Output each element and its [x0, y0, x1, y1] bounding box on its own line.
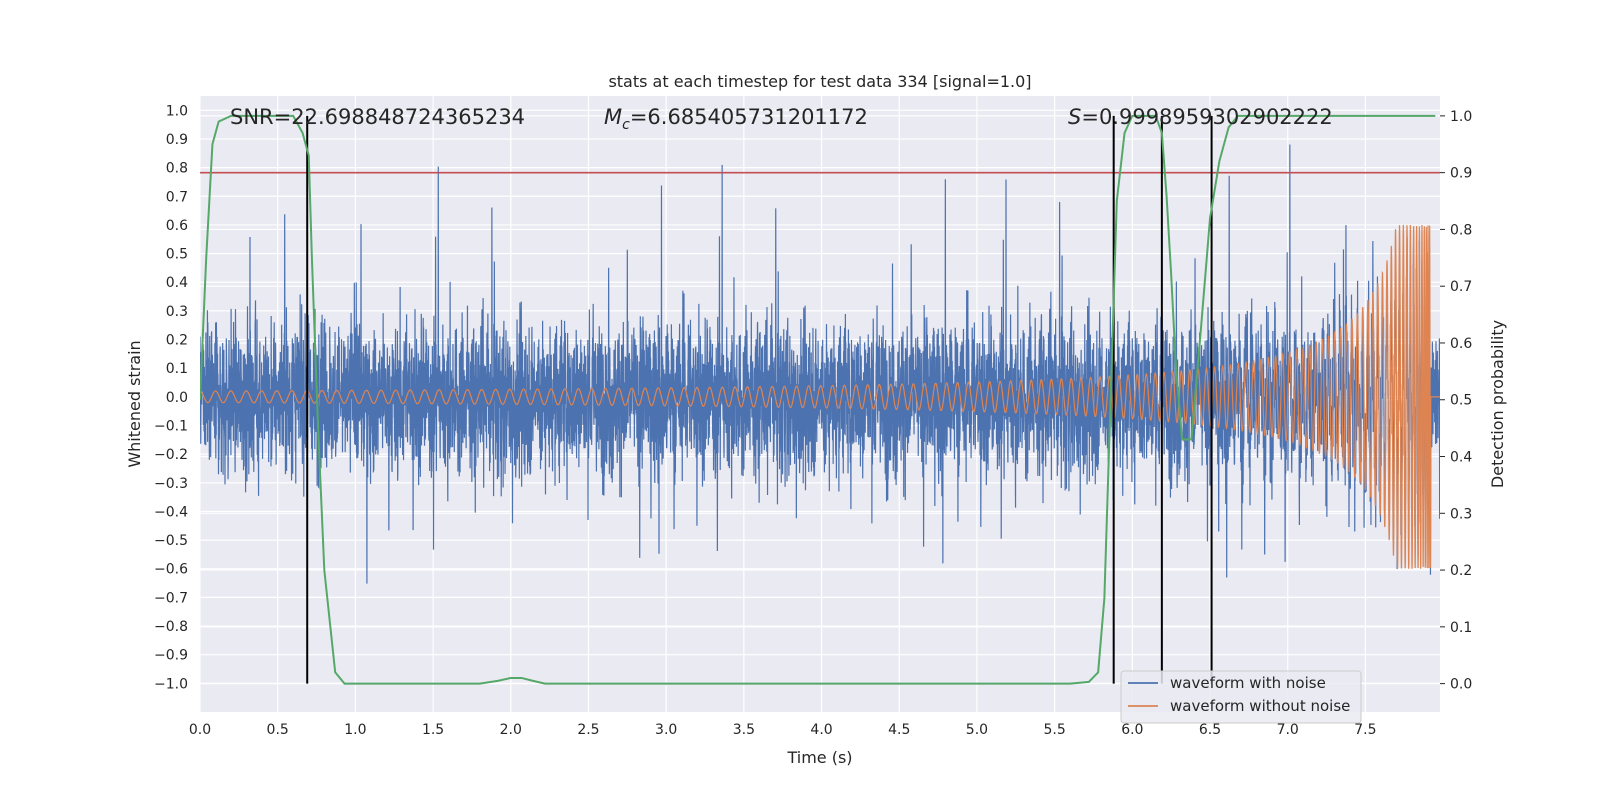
chirp-mass-value: =6.685405731201172: [630, 105, 868, 129]
x-axis-label: Time (s): [786, 748, 852, 767]
chirp-mass-symbol: M: [604, 105, 622, 129]
y-tick-label: 0.6: [166, 218, 188, 234]
y2-tick-label: 0.9: [1450, 166, 1472, 182]
y2-tick-label: 0.8: [1450, 222, 1472, 238]
series-waveform-without-noise: [200, 224, 1440, 569]
y2-tick-label: 1.0: [1450, 109, 1472, 125]
y-axis-label: Whitened strain: [125, 340, 144, 467]
y-tick-label: −0.4: [154, 504, 188, 520]
y-tick-label: 0.3: [166, 304, 188, 320]
x-tick-label: 2.0: [500, 722, 522, 738]
y-tick-label: 0.5: [166, 247, 188, 263]
x-tick-label: 6.5: [1199, 722, 1221, 738]
y-tick-label: 0.1: [166, 361, 188, 377]
x-tick-label: 5.5: [1044, 722, 1066, 738]
y2-tick-label: 0.2: [1450, 563, 1472, 579]
x-tick-labels: 0.0 0.5 1.0 1.5 2.0 2.5 3.0 3.5 4.0 4.5 5.0 5.5 6.0 6…: [189, 722, 1377, 738]
y-tick-label: −0.2: [154, 447, 188, 463]
y-tick-label: 1.0: [166, 103, 188, 119]
series-detection-probability: [200, 114, 1436, 685]
x-tick-label: 1.5: [422, 722, 444, 738]
x-tick-label: 7.5: [1354, 722, 1376, 738]
legend-label-noise: waveform with noise: [1170, 674, 1326, 692]
y-tick-label: −1.0: [154, 676, 188, 692]
y-tick-label: −0.3: [154, 476, 188, 492]
plot-content: [200, 114, 1440, 685]
y-tick-label: −0.6: [154, 562, 188, 578]
y-tick-label: −0.7: [154, 590, 188, 606]
x-tick-label: 5.0: [966, 722, 988, 738]
x-tick-label: 3.0: [655, 722, 677, 738]
y2-tick-label: 0.3: [1450, 506, 1472, 522]
y-tick-label: 0.2: [166, 333, 188, 349]
legend-label-clean: waveform without noise: [1170, 697, 1350, 715]
y-tick-label: −0.9: [154, 648, 188, 664]
y-tick-label: 0.0: [166, 390, 188, 406]
y2-tick-label: 0.1: [1450, 620, 1472, 636]
legend: waveform with noise waveform without noi…: [1120, 670, 1362, 724]
y-tick-labels: 1.0 0.9 0.8 0.7 0.6 0.5 0.4 0.3 0.2 0.1 0.0 −0.1 −0.…: [154, 103, 188, 692]
y2-tick-label: 0.7: [1450, 279, 1472, 295]
snr-annotation: SNR=22.698848724365234: [230, 105, 525, 129]
chirp-mass-annotation: Mc=6.685405731201172: [604, 105, 868, 133]
x-tick-label: 0.0: [189, 722, 211, 738]
x-tick-label: 2.5: [577, 722, 599, 738]
y2-tick-label: 0.4: [1450, 450, 1472, 466]
x-tick-label: 4.0: [810, 722, 832, 738]
y-tick-label: 0.8: [166, 161, 188, 177]
statistic-value: =0.9998959302902222: [1081, 105, 1332, 129]
chart-title: stats at each timestep for test data 334…: [608, 72, 1031, 91]
y2-tick-label: 0.6: [1450, 336, 1472, 352]
x-tick-label: 3.5: [733, 722, 755, 738]
y-tick-label: 0.4: [166, 275, 188, 291]
y2-tick-label: 0.0: [1450, 677, 1472, 693]
y-tick-label: −0.1: [154, 418, 188, 434]
x-tick-label: 0.5: [267, 722, 289, 738]
x-tick-label: 7.0: [1277, 722, 1299, 738]
y2-axis-label: Detection probability: [1488, 320, 1507, 488]
y-tick-label: −0.8: [154, 619, 188, 635]
y-tick-label: 0.7: [166, 189, 188, 205]
x-tick-label: 4.5: [888, 722, 910, 738]
y-tick-label: −0.5: [154, 533, 188, 549]
y-tick-label: 0.9: [166, 132, 188, 148]
statistic-symbol: S: [1068, 105, 1081, 129]
x-tick-label: 1.0: [344, 722, 366, 738]
legend-box: [1120, 670, 1362, 724]
y2-tick-label: 0.5: [1450, 393, 1472, 409]
y2-tick-labels: 1.0 0.9 0.8 0.7 0.6 0.5 0.4 0.3 0.2 0.1 0.0: [1440, 109, 1472, 693]
chirp-mass-subscript: c: [622, 117, 630, 133]
x-tick-label: 6.0: [1121, 722, 1143, 738]
detection-statistic-annotation: S=0.9998959302902222: [1068, 105, 1333, 129]
